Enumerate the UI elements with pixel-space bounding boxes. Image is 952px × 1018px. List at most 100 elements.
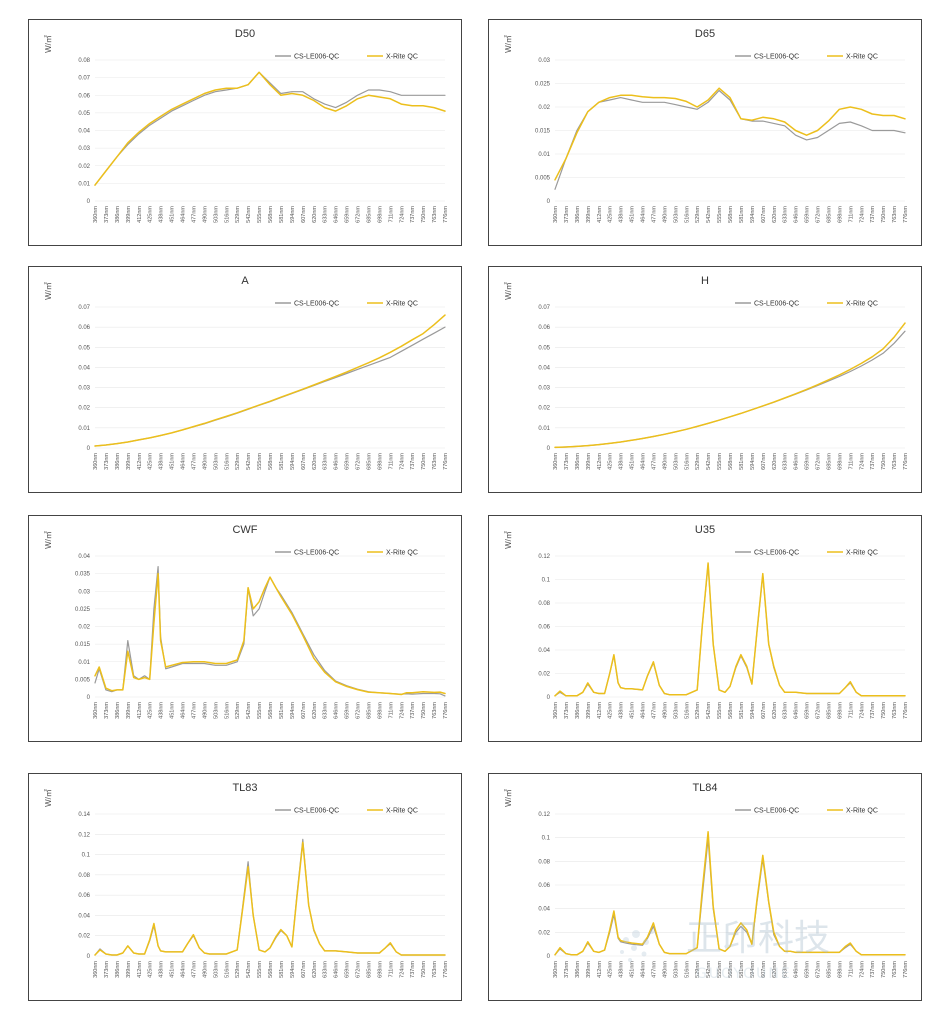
- x-tick-label: 776nm: [443, 206, 449, 223]
- x-tick-label: 516nm: [684, 453, 690, 470]
- y-tick-label: 0.02: [78, 164, 90, 170]
- x-tick-label: 750nm: [421, 206, 427, 223]
- chart-panel-h: H W/㎡ 0 0.01 0.02 0.03 0.04 0.05 0.06 0.07 360nm 37…: [488, 266, 922, 493]
- x-tick-label: 698nm: [377, 206, 383, 223]
- x-tick-label: 685nm: [826, 702, 832, 719]
- y-tick-label: 0.02: [78, 934, 90, 940]
- x-tick-label: 646nm: [794, 206, 800, 223]
- chart-svg: D50 W/㎡ 0 0.01 0.02 0.03 0.04 0.05 0.06 0.07 0.08 3…: [44, 28, 449, 223]
- x-tick-label: 711nm: [388, 961, 394, 978]
- x-tick-label: 685nm: [366, 206, 372, 223]
- x-tick-label: 776nm: [443, 702, 449, 719]
- y-tick-label: 0: [87, 954, 91, 960]
- legend-label: CS-LE006-QC: [294, 301, 339, 308]
- x-tick-label: 659nm: [805, 961, 811, 978]
- x-tick-label: 594nm: [750, 453, 756, 470]
- x-tick-label: 620nm: [312, 961, 318, 978]
- y-tick-label: 0.04: [538, 648, 550, 654]
- x-tick-label: 399nm: [586, 206, 592, 223]
- y-tick-label: 0.08: [538, 859, 550, 865]
- x-tick-label: 490nm: [202, 206, 208, 223]
- x-tick-label: 503nm: [213, 206, 219, 223]
- x-tick-label: 386nm: [575, 961, 581, 978]
- x-tick-label: 633nm: [783, 206, 789, 223]
- legend-label: X-Rite QC: [846, 54, 878, 61]
- series-line-cs-le006-qc: [94, 326, 446, 447]
- legend-label: X-Rite QC: [386, 54, 418, 61]
- x-tick-label: 464nm: [641, 453, 647, 470]
- x-tick-label: 555nm: [257, 206, 263, 223]
- x-tick-label: 646nm: [334, 206, 340, 223]
- x-tick-label: 490nm: [662, 961, 668, 978]
- x-tick-label: 581nm: [279, 961, 285, 978]
- y-tick-label: 0.03: [78, 386, 90, 392]
- y-tick-label: 0: [87, 199, 91, 205]
- x-tick-label: 659nm: [345, 702, 351, 719]
- x-tick-label: 750nm: [881, 206, 887, 223]
- y-axis-unit-label: W/㎡: [44, 531, 53, 549]
- x-tick-label: 360nm: [93, 206, 99, 223]
- x-tick-label: 503nm: [673, 702, 679, 719]
- x-tick-label: 620nm: [772, 453, 778, 470]
- x-tick-label: 646nm: [334, 453, 340, 470]
- x-tick-label: 386nm: [575, 206, 581, 223]
- y-tick-label: 0.005: [75, 677, 91, 683]
- x-tick-label: 490nm: [662, 206, 668, 223]
- x-tick-label: 685nm: [826, 206, 832, 223]
- chart-title: D65: [695, 28, 715, 40]
- x-tick-label: 477nm: [191, 702, 197, 719]
- x-tick-label: 412nm: [137, 453, 143, 470]
- x-tick-label: 698nm: [837, 206, 843, 223]
- legend-label: X-Rite QC: [846, 550, 878, 557]
- y-tick-label: 0.06: [78, 893, 90, 899]
- series-line-x-rite-qc: [554, 87, 906, 181]
- x-tick-label: 542nm: [246, 961, 252, 978]
- x-tick-label: 529nm: [695, 453, 701, 470]
- x-tick-label: 464nm: [181, 453, 187, 470]
- y-tick-label: 0.04: [78, 554, 90, 560]
- y-tick-label: 0.02: [538, 105, 550, 111]
- x-tick-label: 373nm: [564, 702, 570, 719]
- chart-svg: TL84 W/㎡ 0 0.02 0.04 0.06 0.08 0.1 0.12 360nm 373n…: [504, 782, 909, 978]
- y-tick-label: 0.03: [538, 386, 550, 392]
- x-tick-label: 594nm: [290, 206, 296, 223]
- x-tick-label: 737nm: [870, 702, 876, 719]
- x-tick-label: 568nm: [728, 453, 734, 470]
- x-tick-label: 633nm: [323, 702, 329, 719]
- x-tick-label: 477nm: [651, 702, 657, 719]
- x-tick-label: 672nm: [356, 702, 362, 719]
- chart-panel-a: A W/㎡ 0 0.01 0.02 0.03 0.04 0.05 0.06 0.07 360nm 37…: [28, 266, 462, 493]
- x-tick-label: 503nm: [213, 702, 219, 719]
- y-tick-label: 0.01: [78, 426, 90, 432]
- series-line-cs-le006-qc: [554, 330, 906, 448]
- y-tick-label: 0.08: [538, 601, 550, 607]
- x-tick-label: 360nm: [553, 206, 559, 223]
- x-tick-label: 594nm: [290, 702, 296, 719]
- series-line-cs-le006-qc: [94, 71, 446, 186]
- x-tick-label: 516nm: [684, 702, 690, 719]
- x-tick-label: 594nm: [290, 961, 296, 978]
- x-tick-label: 542nm: [246, 702, 252, 719]
- x-tick-label: 477nm: [651, 206, 657, 223]
- x-tick-label: 750nm: [881, 453, 887, 470]
- x-tick-label: 750nm: [421, 702, 427, 719]
- y-axis-unit-label: W/㎡: [44, 35, 53, 53]
- series-line-cs-le006-qc: [554, 89, 906, 190]
- x-tick-label: 620nm: [772, 206, 778, 223]
- x-tick-label: 672nm: [816, 453, 822, 470]
- x-tick-label: 542nm: [706, 206, 712, 223]
- x-tick-label: 724nm: [859, 702, 865, 719]
- x-tick-label: 503nm: [673, 453, 679, 470]
- y-tick-label: 0.02: [538, 930, 550, 936]
- y-tick-label: 0.02: [538, 406, 550, 412]
- legend-label: CS-LE006-QC: [754, 550, 799, 557]
- y-axis-unit-label: W/㎡: [44, 789, 53, 807]
- x-tick-label: 399nm: [586, 961, 592, 978]
- x-tick-label: 659nm: [345, 206, 351, 223]
- x-tick-label: 503nm: [213, 961, 219, 978]
- x-tick-label: 360nm: [553, 453, 559, 470]
- series-line-x-rite-qc: [94, 841, 446, 956]
- x-tick-label: 360nm: [553, 961, 559, 978]
- x-tick-label: 438nm: [619, 702, 625, 719]
- x-tick-label: 555nm: [717, 206, 723, 223]
